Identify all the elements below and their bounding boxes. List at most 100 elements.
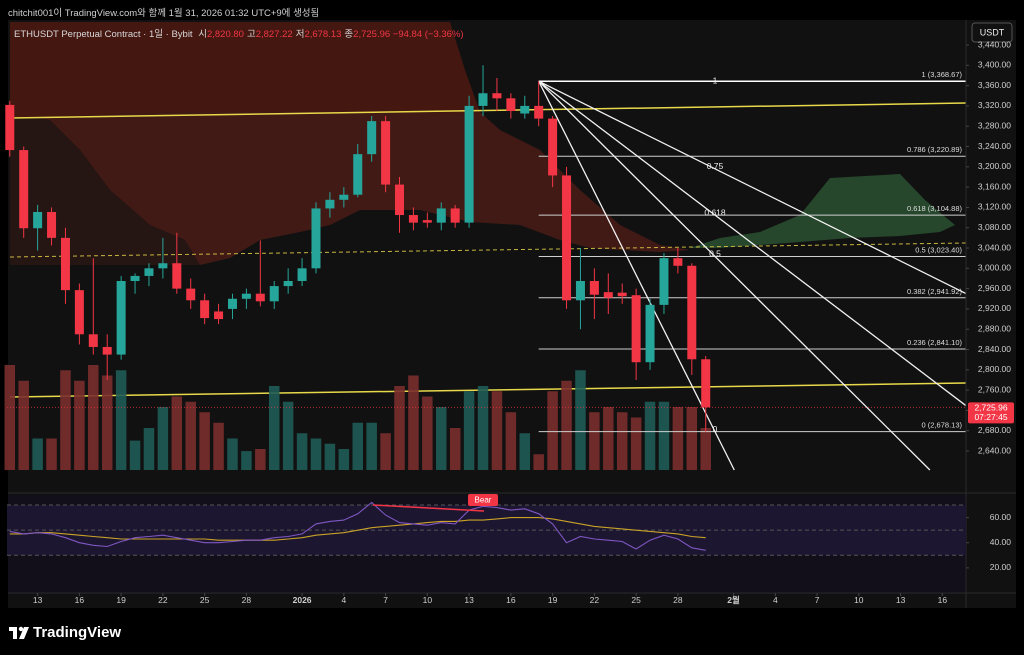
volume-bar xyxy=(101,375,113,470)
candle-body xyxy=(436,208,446,223)
volume-bar xyxy=(630,417,642,470)
volume-bar xyxy=(171,396,183,470)
fib-fan-label: 0 xyxy=(713,424,718,434)
candle-body xyxy=(74,290,84,335)
y-tick-label: 3,080.00 xyxy=(978,222,1011,232)
candle-body xyxy=(214,311,224,320)
volume-bar xyxy=(394,386,405,470)
ohlc-key: 종 xyxy=(344,29,354,40)
candle-body xyxy=(395,184,405,216)
volume-bar xyxy=(672,407,684,470)
candle-body xyxy=(116,281,126,355)
x-tick-label: 19 xyxy=(116,595,126,605)
y-tick-label: 3,160.00 xyxy=(978,181,1011,191)
volume-bar xyxy=(74,380,85,470)
volume-bar xyxy=(436,407,447,470)
candle-body xyxy=(701,359,711,408)
fib-fan-line xyxy=(538,80,967,295)
y-tick-label: 3,440.00 xyxy=(978,39,1011,49)
ohlc-key: 저 xyxy=(295,29,305,40)
volume-bar xyxy=(115,370,127,470)
x-tick-label: 2026 xyxy=(293,595,312,605)
volume-bar xyxy=(338,449,350,470)
fib-fan-label: 0.75 xyxy=(707,161,724,171)
x-tick-label: 4 xyxy=(341,595,346,605)
y-tick-label: 2,960.00 xyxy=(978,283,1011,293)
candle-body xyxy=(464,105,474,223)
last-price-label: 2,725.96 xyxy=(974,403,1007,413)
y-tick-label: 3,360.00 xyxy=(978,80,1011,90)
volume-bar xyxy=(686,407,698,470)
volume-bar xyxy=(241,451,252,470)
fib-label: 0.236 (2,841.10) xyxy=(907,338,963,347)
candle-body xyxy=(603,292,613,298)
rsi-layer: 60.00 40.00 20.00 xyxy=(7,501,1012,572)
volume-bar xyxy=(143,428,155,470)
fib-fan-label: 1 xyxy=(713,75,718,85)
candle-body xyxy=(367,121,377,155)
candle-body xyxy=(19,150,29,229)
fib-layer: 1 (3,368.67) 0.786 (3,220.89) 0.618 (3,104… xyxy=(538,70,967,471)
volume-bar xyxy=(324,443,336,470)
fib-label: 0.5 (3,023.40) xyxy=(915,245,962,254)
volume-bar xyxy=(463,391,475,470)
y-tick-label: 3,120.00 xyxy=(978,202,1011,212)
candle-body xyxy=(130,275,140,282)
y-tick-label: 2,800.00 xyxy=(978,364,1011,374)
y-tick-label: 2,640.00 xyxy=(978,445,1011,455)
change: −94.84 (−3.36%) xyxy=(392,29,464,40)
x-tick-label: 28 xyxy=(242,595,252,605)
cloud-red xyxy=(40,112,690,265)
candle-body xyxy=(186,288,196,301)
ohlc-value: 2,827.22 xyxy=(255,29,293,40)
y-tick-label: 3,040.00 xyxy=(978,242,1011,252)
volume-bar xyxy=(519,433,531,470)
candle-body xyxy=(88,334,98,347)
ohlc-key: 시 xyxy=(198,29,207,40)
rsi-tick-label: 20.00 xyxy=(990,562,1012,572)
candle-body xyxy=(158,263,168,269)
ohlc-value: 2,725.96 xyxy=(353,29,391,40)
y-tick-label: 3,320.00 xyxy=(978,100,1011,110)
candle-body xyxy=(353,154,363,195)
y-tick-label: 2,840.00 xyxy=(978,344,1011,354)
candle-body xyxy=(548,118,558,176)
volume-bar xyxy=(157,407,169,470)
candle-body xyxy=(589,281,599,295)
x-tick-label: 4 xyxy=(773,595,778,605)
x-tick-label: 2월 xyxy=(727,595,740,605)
volume-bar xyxy=(491,391,503,470)
fib-label: 0.382 (2,941.92) xyxy=(907,287,963,296)
volume-bar xyxy=(561,380,572,470)
x-tick-label: 25 xyxy=(631,595,641,605)
rsi-tick-label: 40.00 xyxy=(990,537,1012,547)
candle-body xyxy=(172,263,182,289)
volume-bar xyxy=(589,412,600,470)
volume-bar xyxy=(88,365,99,470)
fib-fan-label: 0.5 xyxy=(709,249,721,259)
y-tick-label: 2,680.00 xyxy=(978,425,1011,435)
rsi-tick-label: 60.00 xyxy=(990,512,1012,522)
currency-label[interactable]: USDT xyxy=(980,27,1005,37)
volume-bar xyxy=(32,438,43,470)
fib-fan-line xyxy=(538,80,967,407)
volume-bar xyxy=(185,401,196,470)
candle-body xyxy=(144,268,154,276)
y-tick-label: 2,880.00 xyxy=(978,323,1011,333)
x-tick-label: 7 xyxy=(383,595,388,605)
volume-bar xyxy=(18,380,29,470)
fib-fan-label: 0.618 xyxy=(704,207,726,217)
candle-body xyxy=(520,105,530,114)
candle-body xyxy=(645,304,655,363)
candle-body xyxy=(687,265,697,360)
rsi-line xyxy=(9,501,706,551)
y-tick-label: 3,200.00 xyxy=(978,161,1011,171)
candle-body xyxy=(283,281,293,287)
currency-button[interactable] xyxy=(971,22,1013,43)
candle-body xyxy=(562,175,572,301)
candle-body xyxy=(311,208,321,269)
x-tick-label: 19 xyxy=(548,595,558,605)
volume-bar xyxy=(700,428,711,470)
volume-bar xyxy=(366,422,377,470)
x-tick-label: 22 xyxy=(590,595,600,605)
